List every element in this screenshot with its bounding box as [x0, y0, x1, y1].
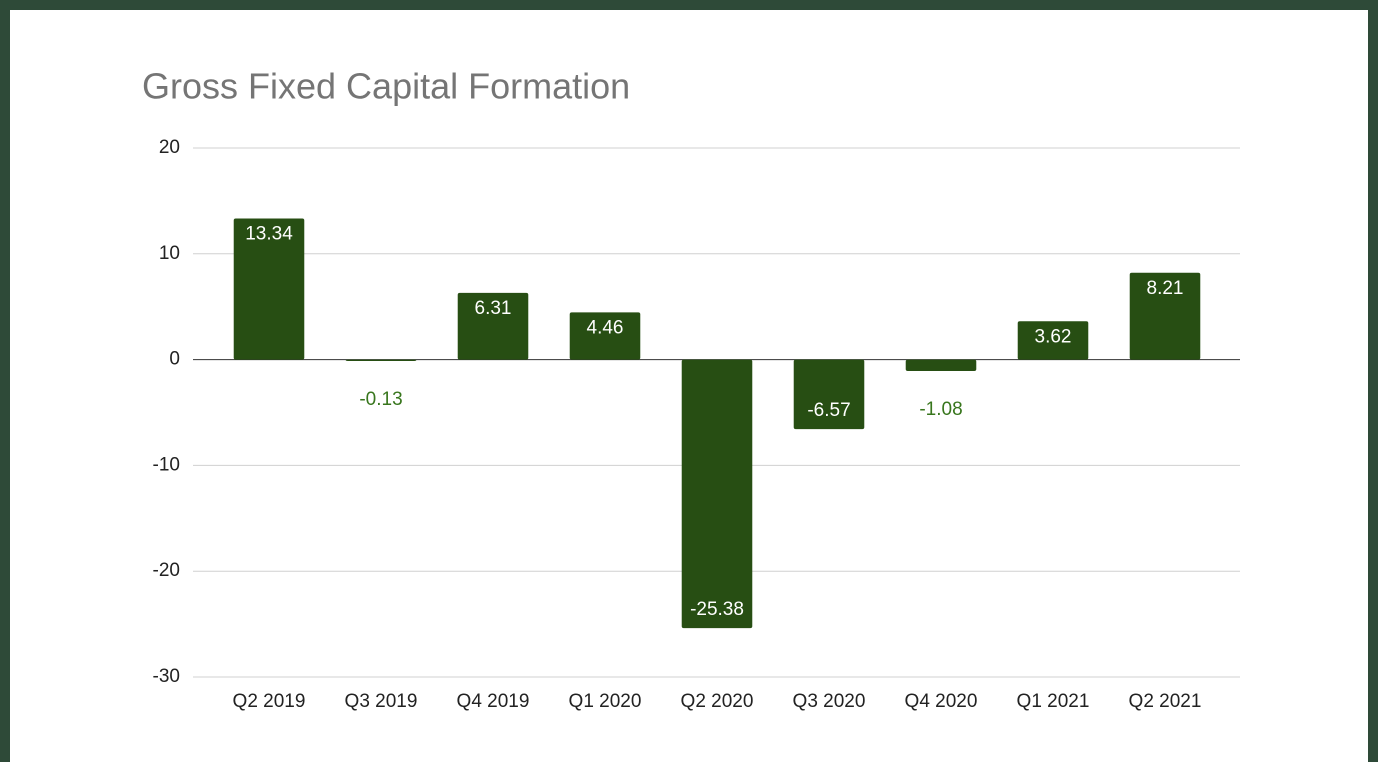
bar [233, 218, 305, 360]
x-tick-label: Q2 2021 [1129, 691, 1202, 712]
data-label: -1.08 [919, 399, 962, 420]
data-label: -0.13 [359, 389, 402, 410]
x-tick-label: Q4 2019 [457, 691, 530, 712]
data-label: 3.62 [1035, 326, 1072, 347]
bar [569, 312, 641, 360]
x-tick-label: Q1 2020 [569, 691, 642, 712]
y-tick-label: -20 [153, 560, 180, 581]
y-tick-label: -30 [153, 666, 180, 687]
bar [905, 359, 977, 372]
bar [1017, 321, 1089, 360]
bar [681, 359, 753, 629]
bar [1129, 272, 1201, 360]
data-label: 4.46 [587, 317, 624, 338]
y-tick-label: 0 [169, 349, 180, 370]
y-tick-label: 20 [159, 137, 180, 158]
x-tick-label: Q2 2020 [681, 691, 754, 712]
bar [457, 292, 529, 360]
data-label: 8.21 [1147, 278, 1184, 299]
y-tick-label: 10 [159, 243, 180, 264]
bar [793, 359, 865, 430]
data-label: -6.57 [807, 400, 850, 421]
bar [345, 359, 417, 361]
data-label: -25.38 [690, 599, 744, 620]
y-tick-label: -10 [153, 454, 180, 475]
data-label: 13.34 [245, 223, 293, 244]
x-tick-label: Q3 2019 [345, 691, 418, 712]
x-tick-label: Q4 2020 [905, 691, 978, 712]
x-tick-label: Q2 2019 [233, 691, 306, 712]
chart-title: Gross Fixed Capital Formation [142, 66, 630, 107]
x-tick-label: Q3 2020 [793, 691, 866, 712]
x-tick-label: Q1 2021 [1017, 691, 1090, 712]
data-label: 6.31 [475, 298, 512, 319]
